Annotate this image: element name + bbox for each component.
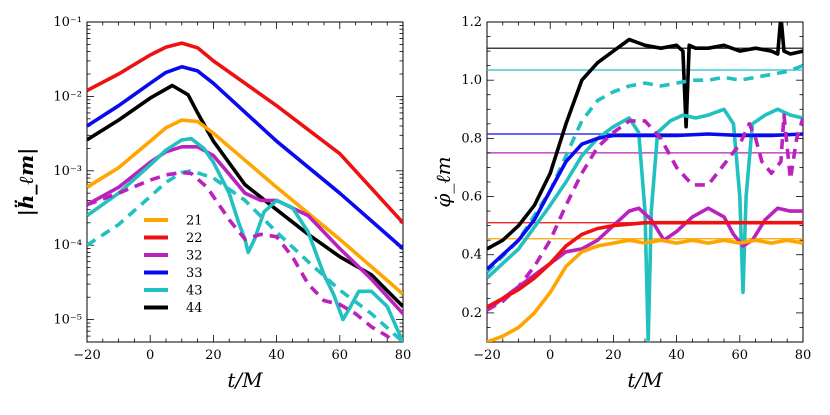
series-33 [487, 132, 803, 271]
series-43 [487, 107, 803, 342]
x-tick-label: 40 [668, 348, 685, 363]
right-series [487, 22, 803, 342]
x-tick-label: 20 [605, 348, 622, 363]
legend-label-44: 44 [186, 301, 203, 316]
legend-label-21: 21 [186, 214, 203, 229]
legend-label-33: 33 [186, 266, 203, 281]
series-44 [87, 83, 403, 308]
series-32-dashed [87, 170, 398, 342]
series-43-dashed [487, 63, 803, 274]
y-tick-label: 10⁻¹ [53, 15, 82, 30]
left-panel: −20 0 20 40 60 80 10⁻⁵ 10⁻⁴ 10⁻³ 10⁻² 10⁻¹ 21 22 32 3… [14, 15, 411, 392]
x-tick-label: 60 [332, 348, 349, 363]
x-tick-label: 80 [395, 348, 412, 363]
right-x-axis-label: t/M [627, 368, 663, 392]
y-tick-label: 10⁻⁵ [53, 313, 82, 328]
y-tick-label: 1.0 [461, 73, 482, 88]
series-21 [87, 118, 403, 296]
y-tick-label: 1.2 [461, 15, 482, 30]
x-tick-label: 0 [546, 348, 554, 363]
right-y-axis-label: φ̇_ℓm [431, 156, 455, 207]
series-22 [487, 220, 803, 309]
left-y-axis-label: |ḧ_ℓm| [14, 148, 38, 217]
series-32-dashed [487, 113, 803, 312]
left-legend: 21 22 32 33 43 44 [144, 214, 203, 316]
x-tick-label: 20 [205, 348, 222, 363]
right-panel: −20 0 20 40 60 80 0.2 0.4 0.6 0.8 1.0 1.2 t/M φ̇_ℓm [431, 15, 811, 392]
series-33 [87, 65, 403, 250]
y-tick-label: 0.8 [461, 131, 482, 146]
right-ticks: −20 0 20 40 60 80 0.2 0.4 0.6 0.8 1.0 1.2 [461, 15, 811, 363]
series-21 [487, 238, 803, 342]
x-tick-label: −20 [73, 348, 100, 363]
series-22 [87, 41, 403, 225]
left-series [87, 41, 403, 342]
y-tick-label: 10⁻² [53, 89, 82, 104]
legend-label-22: 22 [186, 231, 203, 246]
y-tick-label: 0.6 [461, 190, 482, 205]
y-tick-label: 0.4 [461, 248, 482, 263]
series-43 [87, 136, 403, 342]
y-tick-label: 10⁻³ [53, 164, 82, 179]
y-tick-label: 0.2 [461, 306, 482, 321]
series-43-dashed [87, 169, 403, 342]
x-tick-label: 0 [146, 348, 154, 363]
left-ticks: −20 0 20 40 60 80 10⁻⁵ 10⁻⁴ 10⁻³ 10⁻² 10⁻¹ [53, 15, 411, 363]
x-tick-label: 80 [795, 348, 812, 363]
legend-label-43: 43 [186, 284, 203, 299]
x-tick-label: 40 [268, 348, 285, 363]
series-44 [487, 22, 803, 251]
x-tick-label: 60 [732, 348, 749, 363]
legend-label-32: 32 [186, 249, 203, 264]
y-tick-label: 10⁻⁴ [53, 238, 82, 253]
x-tick-label: −20 [473, 348, 500, 363]
left-x-axis-label: t/M [227, 368, 263, 392]
